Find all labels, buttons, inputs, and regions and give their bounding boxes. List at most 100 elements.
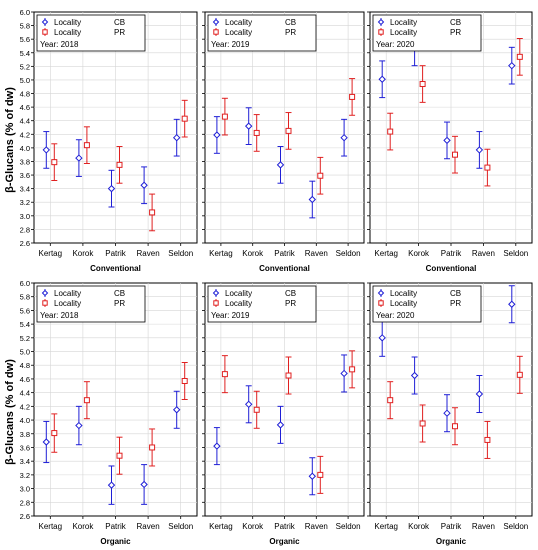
legend-label-group: PR [114, 299, 125, 308]
organic-row: β-Glucans (% of dw) [4, 359, 16, 465]
x-tick-label-korok: Korok [72, 522, 94, 531]
x-tick-label-korok: Korok [242, 522, 264, 531]
legend-square-icon [378, 29, 384, 35]
mean-point [51, 159, 58, 166]
mean-point [387, 128, 394, 135]
y-tick-label: 4.8 [20, 90, 30, 99]
x-tick-label-korok: Korok [242, 249, 264, 258]
y-tick-label: 4.2 [20, 130, 30, 139]
y-tick-label: 2.6 [20, 239, 30, 248]
x-tick-label-seldon: Seldon [168, 522, 193, 531]
x-tick-label-korok: Korok [408, 522, 430, 531]
x-tick-label-raven: Raven [305, 249, 328, 258]
y-tick-label: 4.6 [20, 375, 30, 384]
mean-point [443, 409, 451, 417]
y-tick-label: 2.8 [20, 225, 30, 234]
y-tick-label: 4.4 [20, 117, 30, 126]
panel-organic-2020: Kertag Korok Patrik Raven Seldon Organic Local… [367, 282, 533, 546]
mean-point [172, 133, 181, 142]
mean-point [253, 129, 260, 136]
mean-point [508, 61, 516, 70]
series-cb [42, 118, 181, 208]
legend-diamond-icon [377, 18, 385, 26]
legend-label: Locality [225, 18, 252, 27]
series-cb [378, 285, 516, 433]
x-tick-label-patrik: Patrik [105, 249, 126, 258]
mean-point [244, 122, 253, 130]
y-tick-label: 3.8 [20, 430, 30, 439]
y-tick-label: 5.4 [20, 49, 30, 58]
mean-point [285, 372, 292, 379]
x-tick-label-seldon: Seldon [503, 522, 528, 531]
legend-label-group: CB [450, 18, 461, 27]
mean-point [140, 181, 148, 189]
y-tick-label: 3.8 [20, 157, 30, 166]
legend-label: Locality [54, 289, 81, 298]
y-tick-label: 5.2 [20, 62, 30, 71]
x-tick-label-korok: Korok [408, 249, 430, 258]
x-tick-label-patrik: Patrik [274, 249, 295, 258]
mean-point [107, 481, 116, 489]
mean-point [244, 400, 253, 409]
series-cb [213, 354, 348, 496]
legend-square-icon [213, 29, 219, 35]
mean-point [107, 184, 116, 193]
mean-point [484, 164, 491, 171]
mean-point [410, 371, 419, 380]
y-tick-label: 5.0 [20, 348, 30, 357]
x-tick-label-kertag: Kertag [374, 249, 398, 258]
x-axis-title: Organic [436, 537, 467, 546]
x-tick-label-kertag: Kertag [374, 522, 398, 531]
panel-title: Year: 2020 [376, 40, 415, 49]
x-tick-label-kertag: Kertag [209, 249, 233, 258]
mean-point [140, 480, 148, 489]
legend-diamond-icon [377, 289, 385, 297]
y-tick-label: 4.0 [20, 416, 30, 425]
y-tick-label: 3.0 [20, 485, 30, 494]
x-tick-label-patrik: Patrik [105, 522, 126, 531]
y-axis-title-organic: β-Glucans (% of dw) [4, 359, 16, 465]
legend-frame [36, 285, 146, 323]
x-axis-title: Organic [269, 537, 300, 546]
x-tick-label-korok: Korok [72, 249, 94, 258]
legend-label: Locality [54, 299, 81, 308]
legend-label: Locality [225, 289, 252, 298]
mean-point [419, 420, 426, 427]
legend-label: Locality [225, 299, 252, 308]
y-tick-label: 5.6 [20, 35, 30, 44]
mean-point [419, 81, 426, 88]
legend-label-group: PR [285, 299, 296, 308]
series-pr [221, 350, 356, 494]
mean-point [443, 136, 451, 145]
panel-title: Year: 2019 [211, 311, 250, 320]
x-tick-label-seldon: Seldon [503, 249, 528, 258]
mean-point [253, 406, 260, 413]
mean-point [149, 444, 156, 451]
legend-square-icon [378, 300, 384, 306]
legend-label-group: CB [450, 289, 461, 298]
y-tick-label: 3.2 [20, 198, 30, 207]
legend: Locality CB Locality PR Year: 2018 [36, 285, 146, 323]
conventional-row: β-Glucans (% of dw) [4, 87, 16, 193]
mean-point [75, 154, 83, 162]
mean-point [308, 472, 317, 480]
mean-point [387, 397, 394, 404]
series-pr [221, 78, 356, 195]
y-axis-title-conventional: β-Glucans (% of dw) [4, 87, 16, 193]
y-tick-label: 5.2 [20, 334, 30, 343]
y-tick-label: 5.8 [20, 22, 30, 31]
x-tick-label-seldon: Seldon [168, 249, 193, 258]
y-tick-label: 4.4 [20, 389, 30, 398]
legend-label-group: CB [114, 289, 125, 298]
x-tick-label-kertag: Kertag [39, 249, 63, 258]
chart-panels: 2.6 2.8 3.0 3.2 3.4 3.6 3.8 4.0 4.2 4.4 4.6 4.8 5.0 5… [20, 8, 533, 546]
mean-point [484, 436, 491, 443]
legend-label-group: PR [450, 299, 461, 308]
mean-point [378, 334, 386, 342]
panel-organic-2018: 2.6 2.8 3.0 3.2 3.4 3.6 3.8 4.0 4.2 4.4 4.6 4.8 5.0 5… [20, 279, 198, 546]
panel-title: Year: 2018 [40, 40, 79, 49]
mean-point [149, 209, 156, 216]
mean-point [308, 195, 317, 204]
y-tick-label: 3.0 [20, 212, 30, 221]
